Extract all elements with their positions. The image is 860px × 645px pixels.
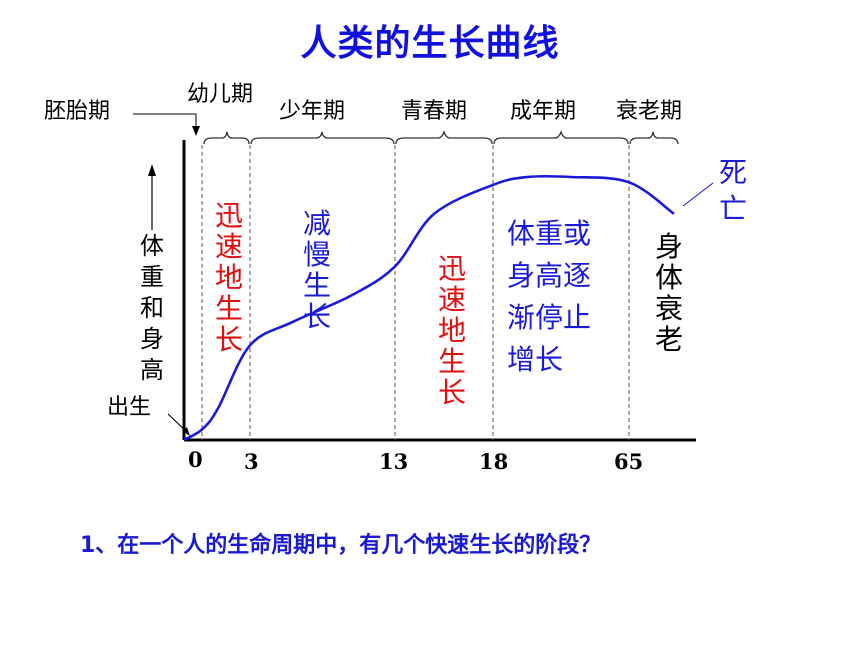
- x-tick-65: 65: [614, 449, 643, 474]
- stage-label-infant: 幼儿期: [187, 82, 253, 107]
- stage-label-puberty: 青春期: [401, 99, 467, 124]
- annotation-rapid-growth-1: 迅速地生长: [215, 199, 243, 356]
- embryo-pointer: [133, 113, 197, 128]
- stage-label-juvenile: 少年期: [279, 99, 345, 124]
- annotation-stop-growth: 体重或身高逐渐停止增长: [507, 217, 591, 376]
- annotation-decline: 身体衰老: [655, 230, 683, 356]
- brace-infant: [203, 131, 250, 145]
- x-tick-0: 0: [188, 447, 203, 472]
- annotation-death: 死亡: [719, 156, 747, 225]
- brace-juvenile: [250, 131, 395, 145]
- growth-curve: [183, 174, 675, 442]
- x-tick-3: 3: [244, 449, 259, 474]
- brace-puberty: [395, 129, 493, 145]
- question-text: 1、在一个人的生命周期中，有几个快速生长的阶段？: [80, 533, 602, 558]
- annotation-rapid-growth-2: 迅速地生长: [438, 252, 466, 409]
- ylabel: 体重和身高: [140, 232, 164, 384]
- stage-label-embryo: 胚胎期: [44, 99, 110, 124]
- death-pointer: [682, 182, 714, 207]
- brace-adult: [493, 129, 629, 145]
- x-tick-18: 18: [479, 449, 508, 474]
- birth-arrow-icon: [182, 427, 190, 436]
- ylabel-arrow-icon: [148, 164, 156, 176]
- birth-label: 出生: [107, 395, 151, 420]
- stage-label-adult: 成年期: [510, 99, 576, 124]
- embryo-arrow-icon: [192, 126, 200, 136]
- annotation-slow-growth: 减慢生长: [303, 207, 331, 333]
- brace-elderly: [629, 131, 679, 145]
- x-tick-13: 13: [379, 449, 408, 474]
- stage-label-elderly: 衰老期: [616, 99, 682, 124]
- page-title: 人类的生长曲线: [300, 23, 560, 64]
